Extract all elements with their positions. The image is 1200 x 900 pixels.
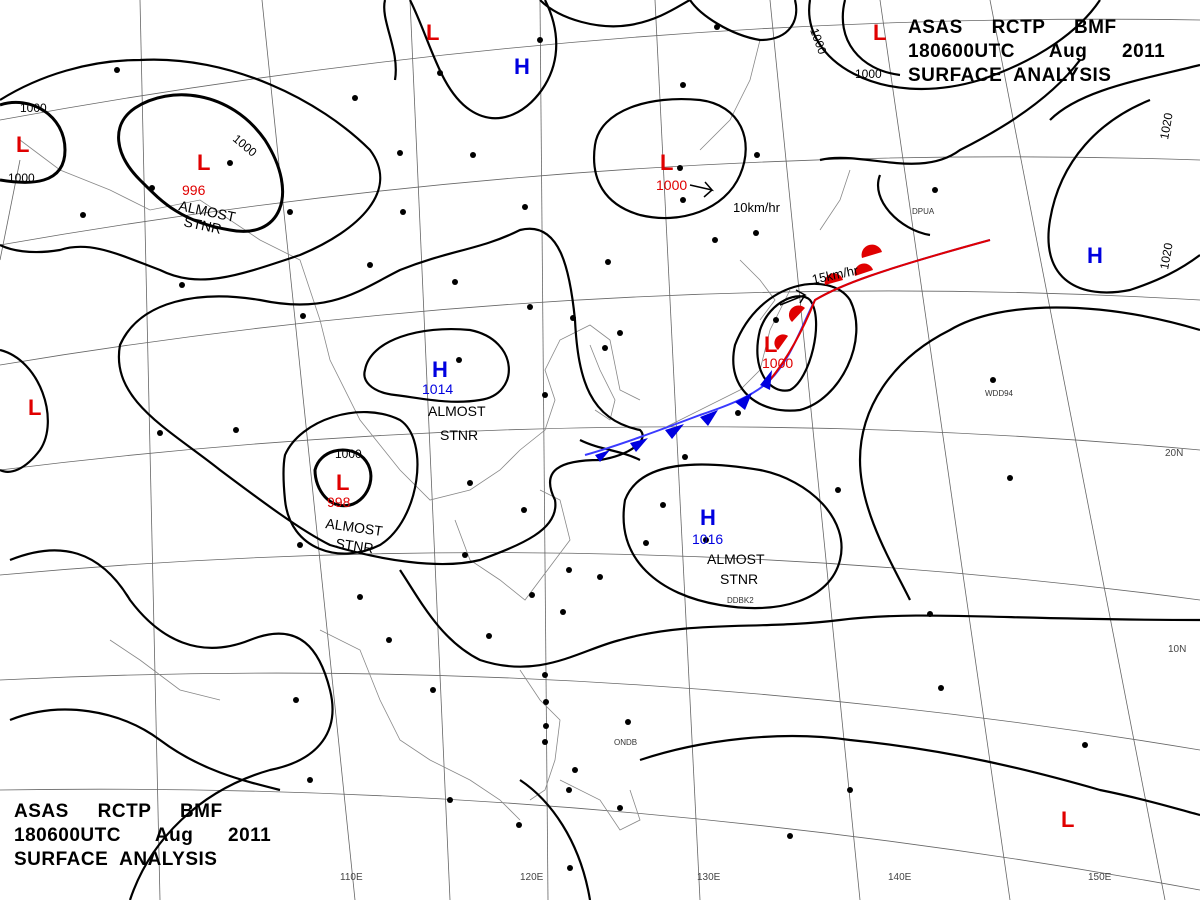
lat-label: 10N	[1168, 644, 1186, 655]
isobar	[9, 549, 334, 900]
system-note: STNR	[335, 535, 375, 556]
isobar	[519, 779, 592, 900]
header-line1: ASAS RCTP BMF	[908, 17, 1117, 38]
system-note: ALMOST	[325, 515, 385, 539]
isobar	[539, 0, 691, 28]
isobar	[383, 0, 397, 81]
system-note: ALMOST	[707, 551, 765, 567]
isobar	[689, 0, 798, 42]
header-line3: SURFACE ANALYSIS	[908, 65, 1112, 86]
isobar	[819, 59, 1081, 165]
isobar	[639, 734, 1200, 817]
pressure-value: 998	[327, 494, 351, 510]
isobar	[409, 0, 558, 120]
isobar-label: 1000	[855, 67, 882, 81]
pressure-systems: L 996 ALMOST STNR L 998 ALMOST STNR H 10…	[16, 20, 1103, 832]
isobar	[363, 328, 510, 403]
motion-label: 10km/hr	[733, 200, 781, 215]
isobar	[399, 569, 1200, 668]
isobar	[313, 448, 373, 508]
isobar-label: 1000	[230, 132, 260, 160]
header-bottom-left: ASAS RCTP BMF 180600UTC Aug 2011 SURFACE…	[14, 800, 271, 872]
station-id: DDBK2	[727, 596, 754, 605]
isobar	[808, 0, 1101, 90]
isobar	[9, 708, 281, 792]
isobar	[0, 58, 382, 281]
isobar-label: 1020	[1157, 241, 1175, 270]
low-symbol: L	[426, 20, 439, 45]
isobar	[622, 463, 843, 610]
low-symbol: L	[660, 150, 673, 175]
axis-labels: 110E 120E 130E 140E 150E 20N 10N	[340, 448, 1186, 883]
system-note: STNR	[720, 571, 758, 587]
pressure-value: 1016	[692, 531, 723, 547]
isobar	[877, 174, 931, 237]
stationary-front	[584, 239, 991, 462]
lat-label: 20N	[1165, 448, 1183, 459]
low-symbol: L	[873, 20, 886, 45]
station-ids: DPUA WDD94 ONDB DDBK2	[614, 207, 1014, 747]
isobar	[0, 348, 49, 473]
isobar-label: 1000	[335, 447, 362, 461]
pressure-value: 996	[182, 182, 206, 198]
isobar	[732, 282, 858, 412]
isobar-label: 1000	[8, 171, 35, 185]
isobar	[858, 306, 1200, 601]
lon-label: 110E	[340, 872, 363, 883]
isobar-label: 1000	[20, 101, 47, 115]
lon-label: 120E	[520, 872, 544, 883]
isobar	[282, 411, 419, 555]
high-symbol: H	[700, 505, 716, 530]
isobar	[0, 100, 67, 184]
isobar	[117, 227, 644, 566]
station-id: ONDB	[614, 738, 637, 747]
isobar	[593, 98, 747, 220]
system-note: STNR	[182, 213, 223, 237]
station-id: WDD94	[985, 389, 1014, 398]
lon-label: 150E	[1088, 872, 1112, 883]
high-symbol: H	[1087, 243, 1103, 268]
header-line2: 180600UTC Aug 2011	[908, 41, 1166, 62]
lon-label: 130E	[697, 872, 721, 883]
pressure-value: 1014	[422, 381, 453, 397]
isobar	[1047, 98, 1200, 294]
header-line1: ASAS RCTP BMF	[14, 801, 223, 822]
low-symbol: L	[764, 332, 777, 357]
motion-arrows	[689, 181, 807, 306]
lon-label: 140E	[888, 872, 912, 883]
header-line3: SURFACE ANALYSIS	[14, 849, 218, 870]
high-symbol: H	[432, 357, 448, 382]
header-line2: 180600UTC Aug 2011	[14, 825, 272, 846]
pressure-value: 1000	[656, 177, 687, 193]
pressure-value: 1000	[762, 355, 793, 371]
isobar	[756, 295, 818, 392]
system-note: STNR	[440, 427, 478, 443]
station-plots	[80, 24, 1088, 871]
isobar-label: 1020	[1157, 111, 1175, 140]
coastlines	[19, 39, 851, 831]
high-symbol: H	[514, 54, 530, 79]
low-symbol: L	[16, 132, 29, 157]
station-id: DPUA	[912, 207, 935, 216]
low-symbol: L	[336, 470, 349, 495]
isobar	[1049, 63, 1200, 121]
isobar	[841, 0, 901, 77]
header-top-right: ASAS RCTP BMF 180600UTC Aug 2011 SURFACE…	[908, 16, 1165, 88]
low-symbol: L	[28, 395, 41, 420]
system-note: ALMOST	[428, 403, 486, 419]
isobar	[117, 93, 284, 233]
isobar-label: 1000	[807, 26, 829, 56]
low-symbol: L	[1061, 807, 1074, 832]
low-symbol: L	[197, 150, 210, 175]
